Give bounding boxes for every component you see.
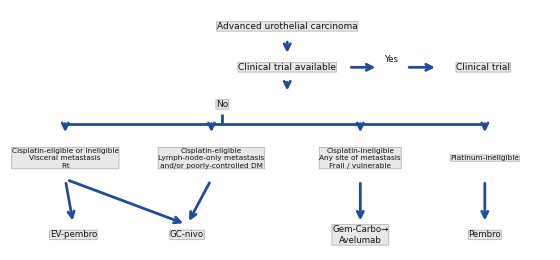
Text: Clinical trial: Clinical trial bbox=[456, 63, 510, 72]
Text: Gem-Carbo→
Avelumab: Gem-Carbo→ Avelumab bbox=[332, 225, 389, 245]
Text: Clinical trial available: Clinical trial available bbox=[238, 63, 336, 72]
Text: Cisplatin-eligible or ineligible
Visceral metastasis
Fit: Cisplatin-eligible or ineligible Viscera… bbox=[12, 148, 119, 169]
Text: Advanced urothelial carcinoma: Advanced urothelial carcinoma bbox=[217, 22, 358, 31]
Text: Yes: Yes bbox=[385, 55, 399, 64]
Text: Cisplatin-eligible
Lymph-node-only metastasis
and/or poorly-controlled DM: Cisplatin-eligible Lymph-node-only metas… bbox=[158, 148, 264, 169]
Text: No: No bbox=[216, 100, 228, 109]
Text: Platinum-ineligible: Platinum-ineligible bbox=[450, 155, 519, 161]
Text: Cisplatin-ineligible
Any site of metastasis
Frail / vulnerable: Cisplatin-ineligible Any site of metasta… bbox=[320, 148, 401, 169]
Text: EV-pembro: EV-pembro bbox=[50, 230, 97, 239]
Text: GC-nivo: GC-nivo bbox=[170, 230, 204, 239]
Text: Pembro: Pembro bbox=[469, 230, 501, 239]
